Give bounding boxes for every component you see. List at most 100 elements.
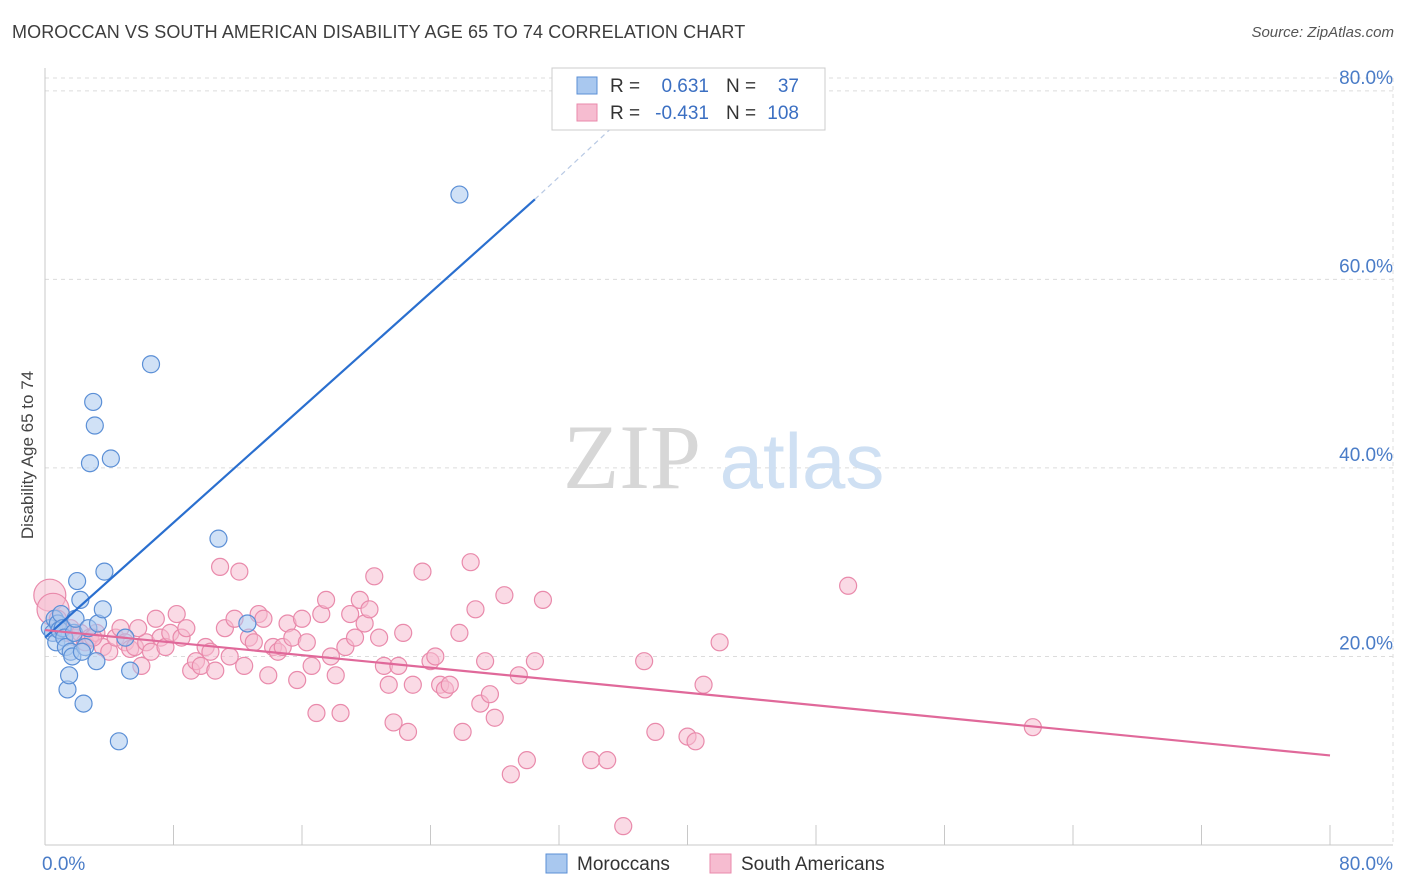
south-american-point [839, 576, 858, 595]
correlation-legend: R = 0.631 N = 37 R = -0.431 N = 108 [551, 67, 826, 131]
moroccan-point [101, 449, 120, 468]
south-american-point [365, 567, 384, 586]
series-legend-swatch-south-americans [709, 853, 732, 874]
south-american-point [476, 652, 495, 671]
south-american-point [398, 722, 418, 741]
y-axis-label: Disability Age 65 to 74 [18, 371, 37, 539]
legend-r-value-1: 0.631 [661, 76, 709, 97]
moroccan-point [95, 562, 114, 581]
south-american-point [517, 751, 536, 770]
south-american-point [480, 685, 500, 704]
moroccan-trend-line [44, 198, 536, 639]
south-american-point [598, 751, 617, 770]
south-american-point [302, 656, 321, 675]
moroccan-point [87, 652, 106, 671]
south-american-point [220, 647, 239, 666]
south-american-point [331, 703, 350, 723]
moroccan-point [85, 416, 104, 435]
y-tick-label: 80.0% [1339, 68, 1393, 89]
watermark-atlas: atlas [720, 417, 885, 505]
south-american-point [582, 751, 601, 770]
south-american-point [316, 590, 336, 610]
moroccan-point [209, 529, 228, 548]
south-american-point [413, 562, 432, 581]
moroccan-point [450, 185, 469, 204]
moroccan-point [80, 454, 100, 473]
y-tick-label: 20.0% [1339, 633, 1393, 654]
legend-n-value-1: 37 [778, 76, 799, 97]
south-american-point [646, 722, 665, 741]
legend-r-label-2: R = [610, 103, 640, 124]
legend-r-label-1: R = [610, 76, 640, 97]
moroccan-point [141, 355, 161, 374]
x-tick-label-min: 0.0% [42, 854, 85, 875]
watermark-zip: ZIP [563, 406, 701, 508]
south-american-point [210, 557, 230, 577]
legend-swatch-moroccans [576, 76, 598, 95]
south-american-point [206, 661, 225, 680]
south-american-point [466, 600, 485, 619]
south-american-point [394, 623, 413, 642]
south-american-point [259, 666, 278, 685]
watermark: ZIP atlas [563, 406, 884, 508]
south-american-point [235, 656, 254, 675]
moroccan-point [121, 661, 140, 680]
points-layer [33, 185, 1042, 836]
series-legend-south-americans: South Americans [741, 854, 885, 875]
legend-n-label-2: N = [726, 103, 756, 124]
axes-layer: 0.0% 80.0% [42, 68, 1393, 875]
moroccan-point [74, 694, 93, 713]
south-american-trend-line [44, 628, 1331, 757]
y-tick-label: 40.0% [1339, 445, 1393, 466]
south-american-point [440, 675, 459, 694]
south-american-point [485, 708, 504, 727]
legend-n-label-1: N = [726, 76, 756, 97]
south-american-point [345, 628, 365, 647]
south-american-point [379, 675, 398, 694]
series-legend-swatch-moroccans [545, 853, 568, 874]
south-american-point [453, 722, 472, 741]
south-american-point [710, 633, 729, 652]
south-american-point [694, 675, 713, 694]
south-american-point [360, 600, 379, 619]
legend-swatch-south-americans [576, 103, 598, 122]
south-american-point [686, 732, 705, 751]
south-american-point [403, 675, 422, 694]
moroccan-point [72, 642, 92, 661]
south-american-point [326, 666, 345, 685]
series-legend: Moroccans South Americans [545, 853, 885, 875]
south-american-point [230, 562, 249, 581]
moroccan-point [68, 571, 87, 591]
south-american-point [525, 652, 545, 671]
south-american-point [341, 604, 360, 624]
moroccan-point [59, 666, 79, 685]
south-american-point [635, 652, 654, 671]
moroccan-point [238, 614, 257, 633]
south-american-point [292, 609, 312, 628]
south-american-point [495, 586, 514, 605]
south-american-point [450, 623, 469, 642]
x-tick-label-max: 80.0% [1339, 854, 1393, 875]
moroccan-point [84, 392, 103, 412]
south-american-point [146, 609, 165, 628]
series-legend-moroccans: Moroccans [577, 854, 670, 875]
south-american-point [244, 633, 263, 652]
south-american-point [370, 628, 389, 647]
south-american-point [501, 765, 520, 784]
south-american-point [614, 817, 633, 836]
south-american-point [384, 713, 403, 732]
south-american-point [533, 590, 553, 610]
south-american-point [177, 619, 196, 638]
y-tick-label: 60.0% [1339, 256, 1393, 277]
legend-r-value-2: -0.431 [655, 103, 709, 124]
south-american-point [129, 619, 148, 638]
south-american-point [307, 703, 326, 723]
moroccan-point [71, 590, 90, 610]
south-american-point [426, 647, 445, 666]
moroccan-point [109, 732, 128, 751]
south-american-point [288, 670, 307, 690]
chart-source: Source: ZipAtlas.com [1251, 24, 1394, 41]
south-american-point [461, 553, 480, 572]
legend-n-value-2: 108 [767, 103, 799, 124]
